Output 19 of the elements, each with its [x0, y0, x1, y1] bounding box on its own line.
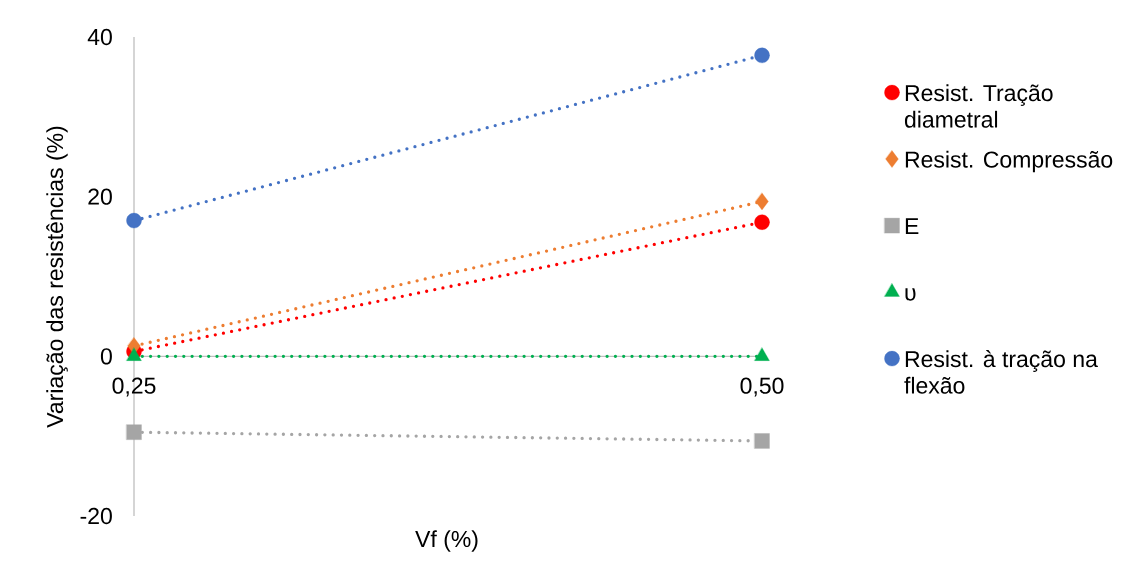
point: [126, 424, 142, 440]
legend-label: E: [905, 218, 919, 234]
point: [126, 212, 142, 229]
legend-label: Resist. Compressão: [905, 150, 1113, 173]
y-tick-label: 20: [88, 188, 112, 205]
y-axis-title: Variação das resistências (%): [46, 126, 68, 428]
x-axis-title: Vf (%): [415, 530, 478, 552]
point: [754, 433, 770, 449]
y-tick-label: 40: [87, 28, 112, 46]
legend-label: υ: [905, 288, 916, 301]
y-tick-label: 0: [100, 348, 112, 365]
point: [754, 47, 770, 64]
x-tick-label: 0,25: [112, 377, 156, 397]
point: [755, 192, 769, 211]
point: [754, 214, 770, 230]
legend-label: Resist. à tração na flexão: [904, 350, 1098, 394]
legend-label: Resist. Tração diametral: [904, 84, 1053, 128]
y-tick-label: -20: [80, 507, 112, 525]
x-tick-label: 0,50: [740, 377, 784, 397]
